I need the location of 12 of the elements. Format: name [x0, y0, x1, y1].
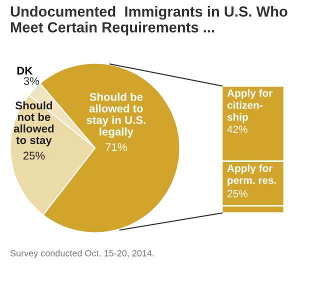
- slice-label: Should not be allowed to stay: [14, 101, 54, 146]
- chart-title: Undocumented Immigrants in U.S. Who Meet Certain Requirements ...: [10, 6, 288, 36]
- series-label: Apply for citizen- ship: [227, 89, 273, 123]
- data-label: 42%: [227, 126, 248, 133]
- slice-label: Should be allowed to stay in U.S. legally: [86, 92, 146, 138]
- slice-label: DK: [17, 66, 33, 74]
- series-label: Apply for perm. res.: [227, 164, 276, 186]
- text: Survey conducted Oct. 15-20, 2014.: [10, 250, 154, 258]
- data-label: 25%: [227, 190, 248, 198]
- data-label: 71%: [106, 143, 127, 152]
- data-label: 25%: [23, 152, 45, 160]
- data-label: 3%: [24, 77, 40, 85]
